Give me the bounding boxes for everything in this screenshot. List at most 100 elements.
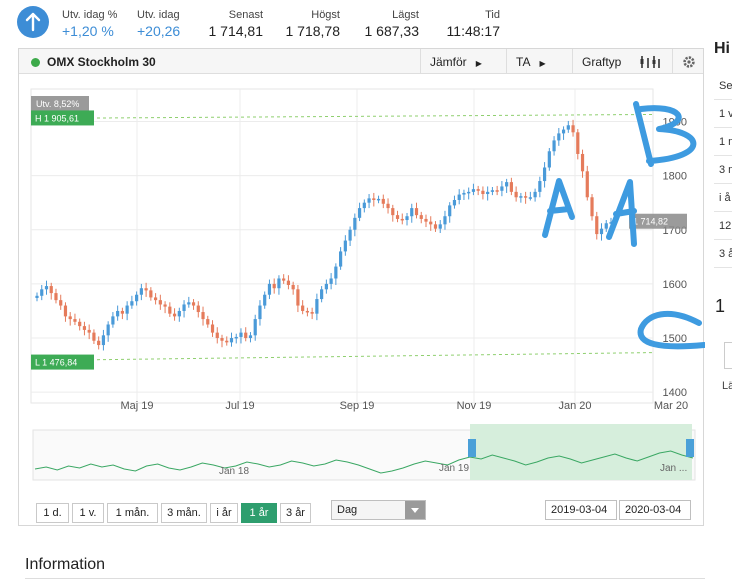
y-tick-label: 1600 <box>663 279 687 291</box>
overview-left-handle[interactable] <box>468 439 476 457</box>
side-small-label: Lä <box>722 380 732 392</box>
period-button-1w[interactable]: 1 v. <box>72 503 104 523</box>
candle-body <box>590 197 594 217</box>
candle-body <box>576 132 580 154</box>
candle-body <box>339 251 343 267</box>
date-to-input[interactable]: 2020-03-04 <box>619 500 691 520</box>
stat-last: Senast 1 714,81 <box>206 9 264 39</box>
x-tick-label: Jan 20 <box>558 400 591 412</box>
candle-body <box>538 181 542 192</box>
candle-body <box>149 290 153 298</box>
candle-body <box>609 222 613 224</box>
stat-time: Tid 11:48:17 <box>440 9 500 39</box>
overview-navigator[interactable]: Jan 18 Jan 19 Jan ... <box>32 424 696 481</box>
candle-body <box>357 208 362 218</box>
candle-body <box>509 182 513 192</box>
candle-body <box>476 189 480 191</box>
candle-body <box>381 198 385 204</box>
candle-body <box>547 151 551 168</box>
candle-body <box>49 286 53 294</box>
chart-card: OMX Stockholm 30 Jämför ▶ TA ▶ Graftyp 140… <box>18 48 705 527</box>
high-level-line <box>30 113 654 119</box>
chart-type-menu[interactable]: Graftyp <box>572 49 672 74</box>
candle-body <box>452 199 457 206</box>
interval-value: Dag <box>337 504 358 516</box>
change-badge: Utv. 8,52% <box>31 96 89 111</box>
compare-label: Jämför <box>430 55 467 69</box>
candle-body <box>301 305 305 311</box>
side-row: 3 m <box>714 156 732 184</box>
candle-body <box>500 186 504 191</box>
candle-body <box>73 319 77 322</box>
side-input[interactable] <box>724 342 732 369</box>
candle-body <box>395 215 400 219</box>
candle-body <box>286 280 291 285</box>
candle-body <box>599 228 604 235</box>
candle-body <box>87 329 91 333</box>
candle-body <box>557 133 561 141</box>
candle-body <box>457 194 461 200</box>
annotation-c <box>637 310 705 350</box>
stat-label: Utv. idag <box>137 9 180 21</box>
period-button-ytd[interactable]: i år <box>210 503 238 523</box>
y-tick-label: 1500 <box>663 333 687 345</box>
status-dot <box>31 58 40 67</box>
x-axis-labels: Maj 19 Jul 19 Sep 19 Nov 19 Jan 20 Mar 20 <box>120 400 688 412</box>
period-button-1m[interactable]: 1 mån. <box>107 503 158 523</box>
information-heading: Information <box>25 556 106 573</box>
x-tick-label: Maj 19 <box>120 400 153 412</box>
interval-select[interactable]: Dag <box>331 500 426 520</box>
candle-body <box>419 215 423 219</box>
low-level-line <box>30 352 654 362</box>
candle-body <box>153 297 158 301</box>
stat-label: Lägst <box>392 9 419 21</box>
stat-value: +1,20 % <box>62 23 114 39</box>
candle-body <box>125 305 129 314</box>
stat-label: Tid <box>485 9 500 21</box>
settings-button[interactable] <box>672 49 704 74</box>
candle-body <box>277 278 281 289</box>
candle-body <box>187 302 191 305</box>
candle-body <box>196 305 200 313</box>
period-button-3m[interactable]: 3 mån. <box>161 503 207 523</box>
annotation-a-right <box>606 179 637 247</box>
candle-body <box>68 316 72 320</box>
candle-body <box>471 189 476 192</box>
period-button-3y[interactable]: 3 år <box>280 503 311 523</box>
candle-bars-icon <box>640 56 660 68</box>
stat-change: Utv. idag +20,26 <box>137 9 180 39</box>
x-tick-label: Sep 19 <box>340 400 375 412</box>
compare-menu[interactable]: Jämför ▶ <box>420 49 506 74</box>
candle-body <box>514 191 518 198</box>
candle-body <box>362 202 366 209</box>
overview-selection[interactable] <box>470 424 692 480</box>
candle-body <box>438 224 442 229</box>
candle-body <box>215 332 219 339</box>
side-big-value: 1 <box>715 296 726 316</box>
divider <box>25 578 705 579</box>
candle-body <box>405 216 409 221</box>
date-from-input[interactable]: 2019-03-04 <box>545 500 617 520</box>
candle-body <box>225 340 229 343</box>
candle-body <box>172 313 177 317</box>
candle-body <box>391 208 395 216</box>
stat-value: 1 687,33 <box>364 23 420 39</box>
candle-body <box>116 310 120 317</box>
stat-value: +20,26 <box>137 23 181 39</box>
candle-body <box>229 338 234 343</box>
candle-body <box>566 125 570 130</box>
candle-body <box>220 338 224 341</box>
stat-label: Senast <box>228 9 263 21</box>
stat-value: 1 714,81 <box>208 23 264 39</box>
stat-label: Utv. idag % <box>62 9 118 21</box>
overview-right-handle[interactable] <box>686 439 694 457</box>
plot-area <box>30 88 654 404</box>
side-row: 12 <box>714 212 732 240</box>
candle-body <box>580 153 585 172</box>
high-badge-text: H 1 905,61 <box>35 113 79 123</box>
period-button-1d[interactable]: 1 d. <box>36 503 69 523</box>
ta-menu[interactable]: TA ▶ <box>506 49 561 74</box>
candle-body <box>334 266 338 279</box>
period-button-1y[interactable]: 1 år <box>241 503 277 523</box>
